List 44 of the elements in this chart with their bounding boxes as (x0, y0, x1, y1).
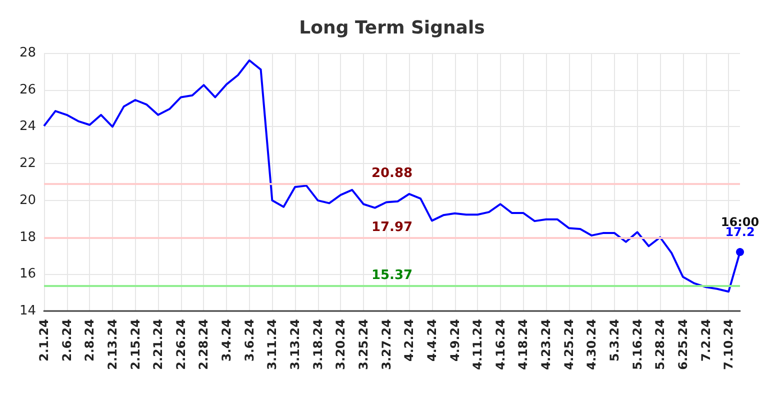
x-tick-label: 3.20.24 (334, 319, 348, 370)
x-tick-label: 4.18.24 (516, 319, 530, 370)
x-tick-label: 5.3.24 (607, 319, 622, 362)
x-tick-label: 4.30.24 (584, 319, 599, 370)
x-tick-label: 3.4.24 (220, 319, 234, 362)
chart-title: Long Term Signals (299, 18, 485, 38)
y-tick-label: 26 (19, 82, 36, 98)
y-tick-label: 18 (19, 230, 36, 245)
x-tick-label: 5.28.24 (653, 319, 668, 370)
x-tick-label: 2.21.24 (151, 319, 166, 370)
ref-line-label: 20.88 (371, 166, 413, 182)
x-tick-label: 3.18.24 (310, 319, 325, 370)
data-label: 17.2 (725, 225, 755, 240)
x-tick-label: 4.23.24 (539, 319, 554, 370)
x-tick-label: 2.15.24 (128, 319, 142, 370)
x-tick-label: 2.8.24 (82, 319, 97, 362)
x-tick-label: 2.28.24 (196, 319, 211, 370)
x-tick-label: 3.13.24 (288, 319, 302, 370)
x-tick-label: 4.25.24 (562, 319, 576, 370)
x-tick-label: 2.26.24 (174, 319, 188, 370)
x-tick-label: 4.4.24 (424, 319, 439, 362)
x-tick-label: 4.16.24 (493, 319, 508, 370)
x-tick-label: 3.25.24 (356, 319, 370, 370)
x-tick-label: 4.2.24 (402, 319, 416, 362)
y-tick-label: 28 (19, 46, 36, 60)
x-tick-label: 4.9.24 (448, 319, 462, 362)
y-tick-label: 20 (19, 192, 36, 208)
x-tick-label: 2.6.24 (60, 319, 74, 362)
y-tick-label: 16 (19, 266, 36, 282)
x-tick-label: 6.25.24 (676, 319, 690, 370)
x-tick-label: 3.6.24 (242, 319, 256, 362)
x-tick-label: 7.2.24 (698, 319, 713, 362)
x-tick-label: 3.27.24 (379, 319, 394, 370)
ref-line-label: 17.97 (371, 220, 413, 235)
y-tick-label: 24 (19, 119, 36, 134)
x-tick-label: 2.13.24 (105, 319, 120, 370)
x-tick-label: 2.1.24 (37, 319, 51, 362)
x-tick-label: 4.11.24 (470, 319, 485, 370)
x-tick-label: 3.11.24 (265, 319, 280, 370)
x-tick-label: 5.16.24 (630, 319, 644, 370)
x-tick-label: 7.10.24 (722, 319, 736, 370)
ref-line-label: 15.37 (371, 268, 413, 283)
y-tick-label: 22 (19, 156, 36, 172)
y-tick-label: 14 (19, 304, 36, 318)
